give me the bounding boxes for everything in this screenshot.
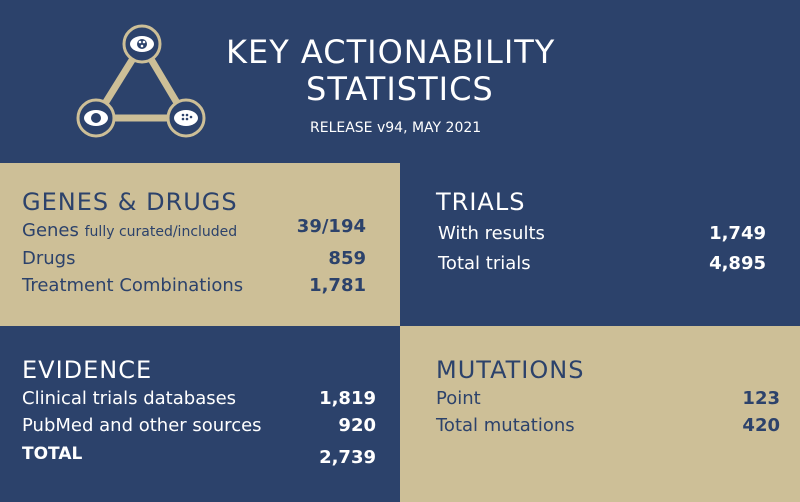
point-label: Point xyxy=(436,388,481,409)
with-results-value: 1,749 xyxy=(709,223,766,244)
total-trials-label: Total trials xyxy=(438,253,531,274)
genes-drugs-panel: GENES & DRUGS Genes fully curated/includ… xyxy=(0,163,400,326)
pubmed-label: PubMed and other sources xyxy=(22,415,262,436)
evidence-panel: EVIDENCE Clinical trials databases 1,819… xyxy=(0,326,400,502)
genes-row-label: Genes fully curated/included xyxy=(22,220,237,241)
release-label: RELEASE v94, MAY 2021 xyxy=(310,120,482,136)
drugs-value: 859 xyxy=(328,248,366,269)
treatment-combinations-value: 1,781 xyxy=(309,275,366,296)
triangle-network-icon xyxy=(76,24,206,138)
trials-title: TRIALS xyxy=(436,188,526,216)
clinical-trials-databases-label: Clinical trials databases xyxy=(22,388,237,409)
evidence-total-value: 2,739 xyxy=(319,447,376,468)
point-value: 123 xyxy=(742,388,780,409)
clinical-trials-databases-value: 1,819 xyxy=(319,388,376,409)
mutations-panel: MUTATIONS Point 123 Total mutations 420 xyxy=(400,326,800,502)
drugs-label: Drugs xyxy=(22,248,76,269)
page-title: KEY ACTIONABILITY STATISTICS xyxy=(226,34,586,108)
with-results-label: With results xyxy=(438,223,545,244)
genes-label: Genes xyxy=(22,220,79,241)
title-line-1: KEY ACTIONABILITY xyxy=(226,33,556,71)
genes-value: 39/194 xyxy=(296,216,366,237)
trials-panel: TRIALS With results 1,749 Total trials 4… xyxy=(400,163,800,326)
total-mutations-label: Total mutations xyxy=(436,415,575,436)
genes-sublabel: fully curated/included xyxy=(84,224,238,240)
pubmed-value: 920 xyxy=(338,415,376,436)
total-mutations-value: 420 xyxy=(742,415,780,436)
evidence-title: EVIDENCE xyxy=(22,356,153,384)
treatment-combinations-label: Treatment Combinations xyxy=(22,275,244,296)
total-trials-value: 4,895 xyxy=(709,253,766,274)
header: KEY ACTIONABILITY STATISTICS RELEASE v94… xyxy=(0,0,800,163)
genes-drugs-title: GENES & DRUGS xyxy=(22,188,238,216)
evidence-total-label: TOTAL xyxy=(22,444,83,464)
mutations-title: MUTATIONS xyxy=(436,356,585,384)
title-line-2: STATISTICS xyxy=(306,70,494,108)
